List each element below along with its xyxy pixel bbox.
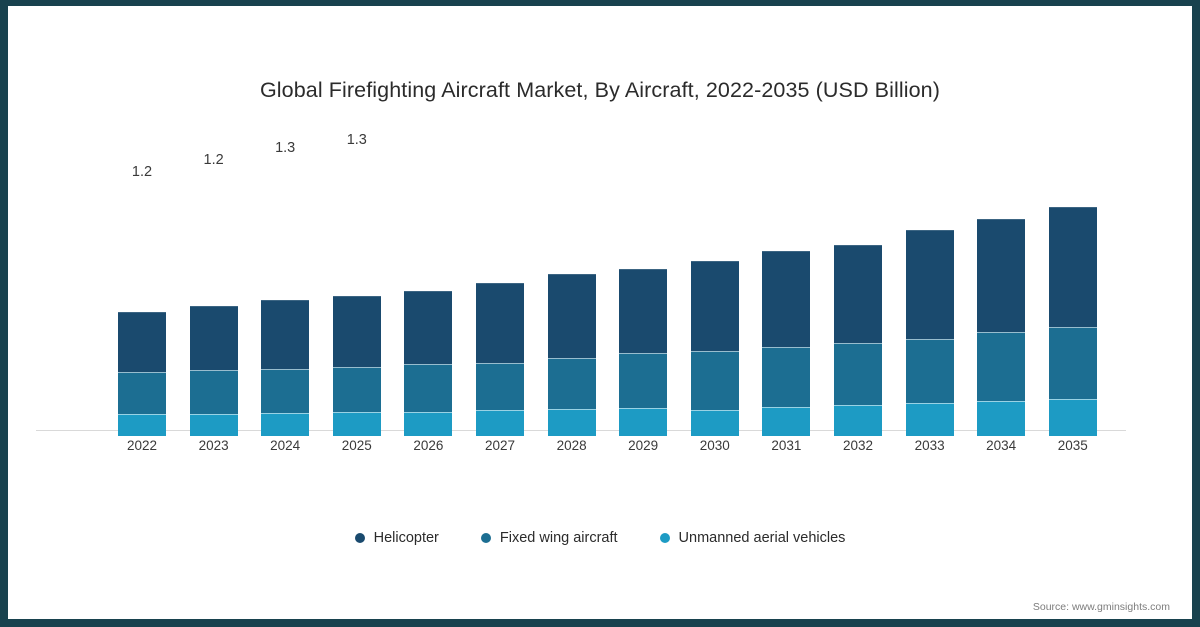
bar-segment-fixed-wing-aircraft[interactable] xyxy=(905,339,954,403)
x-axis-tick-label: 2028 xyxy=(556,438,587,453)
bar-group[interactable] xyxy=(476,283,524,436)
bar-group[interactable] xyxy=(404,291,453,436)
bar-segment-fixed-wing-aircraft[interactable] xyxy=(476,363,524,410)
x-axis-tick-label: 2030 xyxy=(699,438,730,453)
bar-segment-unmanned-aerial-vehicles[interactable] xyxy=(619,408,668,436)
x-axis-tick-label: 2027 xyxy=(484,438,516,453)
bar-segment-unmanned-aerial-vehicles[interactable] xyxy=(977,401,1026,436)
bar-group[interactable]: 1.3 xyxy=(332,132,381,436)
bar-segment-fixed-wing-aircraft[interactable] xyxy=(762,347,811,407)
bar-segment-fixed-wing-aircraft[interactable] xyxy=(977,332,1026,401)
legend-item[interactable]: Unmanned aerial vehicles xyxy=(659,530,846,546)
bar-segment-helicopter[interactable] xyxy=(547,274,596,358)
bar-segment-unmanned-aerial-vehicles[interactable] xyxy=(762,407,811,436)
bar-segment-helicopter[interactable] xyxy=(905,230,954,339)
bar-segment-unmanned-aerial-vehicles[interactable] xyxy=(547,409,596,436)
page-title: Global Firefighting Aircraft Market, By … xyxy=(259,78,941,102)
bar-segment-fixed-wing-aircraft[interactable] xyxy=(404,364,453,412)
bar-segment-unmanned-aerial-vehicles[interactable] xyxy=(905,403,954,436)
x-axis-tick-label: 2031 xyxy=(771,438,802,453)
bar-group[interactable] xyxy=(977,219,1026,436)
legend-label: Fixed wing aircraft xyxy=(499,530,618,546)
x-axis-tick-label: 2023 xyxy=(198,438,229,453)
x-axis-tick-label: 2024 xyxy=(270,438,301,453)
bar-segment-fixed-wing-aircraft[interactable] xyxy=(690,351,739,410)
bar-segment-helicopter[interactable] xyxy=(834,245,882,343)
bar-value-label: 1.2 xyxy=(131,164,153,180)
bar-group[interactable] xyxy=(834,245,882,436)
bar-segment-helicopter[interactable] xyxy=(404,291,453,364)
legend-dot-icon xyxy=(659,533,670,543)
legend-label: Unmanned aerial vehicles xyxy=(678,530,846,546)
bar-group[interactable]: 1.2 xyxy=(189,152,238,436)
bar-segment-unmanned-aerial-vehicles[interactable] xyxy=(834,405,882,436)
bar-segment-helicopter[interactable] xyxy=(1048,207,1097,327)
bar-segment-helicopter[interactable] xyxy=(118,312,166,372)
bar-segment-helicopter[interactable] xyxy=(619,269,668,353)
bar-segment-fixed-wing-aircraft[interactable] xyxy=(118,372,166,414)
legend-dot-icon xyxy=(354,533,365,543)
bar-segment-fixed-wing-aircraft[interactable] xyxy=(1048,327,1097,399)
bar-segment-unmanned-aerial-vehicles[interactable] xyxy=(189,414,238,436)
x-axis-tick-label: 2026 xyxy=(413,438,444,453)
bar-segment-helicopter[interactable] xyxy=(261,300,310,369)
x-axis-tick-label: 2033 xyxy=(914,438,945,453)
bar-segment-unmanned-aerial-vehicles[interactable] xyxy=(118,414,166,436)
bar-segment-unmanned-aerial-vehicles[interactable] xyxy=(404,412,453,436)
bar-segment-helicopter[interactable] xyxy=(762,251,811,347)
bar-value-label: 1.3 xyxy=(275,140,296,156)
x-axis-tick-label: 2022 xyxy=(126,438,158,453)
bar-segment-unmanned-aerial-vehicles[interactable] xyxy=(690,410,739,436)
bar-segment-fixed-wing-aircraft[interactable] xyxy=(619,353,668,408)
bar-value-label: 1.2 xyxy=(203,152,224,168)
bar-segment-helicopter[interactable] xyxy=(332,296,381,367)
bar-group[interactable]: 1.2 xyxy=(118,164,166,436)
plot-area: 1.2 2022 1.2 2023 1.3 2024 1.3 2025 2026 2027 2028… xyxy=(8,6,1192,619)
bar-segment-helicopter[interactable] xyxy=(189,306,238,370)
bar-group[interactable] xyxy=(905,230,954,436)
bar-segment-fixed-wing-aircraft[interactable] xyxy=(547,358,596,409)
bar-value-label: 1.3 xyxy=(346,132,367,148)
bar-segment-fixed-wing-aircraft[interactable] xyxy=(261,369,310,413)
bar-group[interactable] xyxy=(762,251,811,436)
bar-segment-unmanned-aerial-vehicles[interactable] xyxy=(332,412,381,436)
bar-segment-fixed-wing-aircraft[interactable] xyxy=(834,343,882,405)
legend-item[interactable]: Helicopter xyxy=(354,530,439,546)
x-axis-tick-label: 2034 xyxy=(986,438,1017,453)
x-axis-tick-label: 2029 xyxy=(628,438,659,453)
bar-group[interactable] xyxy=(547,274,596,436)
legend-dot-icon xyxy=(480,533,491,543)
chart-canvas: Global Firefighting Aircraft Market, By … xyxy=(8,6,1192,619)
bar-segment-fixed-wing-aircraft[interactable] xyxy=(189,370,238,414)
legend-label: Helicopter xyxy=(373,530,439,546)
bar-segment-helicopter[interactable] xyxy=(690,261,739,351)
source-attribution: Source: www.gminsights.com xyxy=(1032,601,1170,613)
bar-segment-fixed-wing-aircraft[interactable] xyxy=(332,367,381,412)
chart-legend: Helicopter Fixed wing aircraft Unmanned ae… xyxy=(8,530,1192,546)
x-axis-tick-label: 2032 xyxy=(842,438,874,453)
bar-segment-helicopter[interactable] xyxy=(476,283,524,363)
bar-segment-unmanned-aerial-vehicles[interactable] xyxy=(261,413,310,436)
bar-group[interactable]: 1.3 xyxy=(261,140,310,436)
bar-group[interactable] xyxy=(1048,207,1097,436)
x-axis-tick-label: 2025 xyxy=(341,438,372,453)
bar-segment-unmanned-aerial-vehicles[interactable] xyxy=(476,410,524,436)
bar-segment-helicopter[interactable] xyxy=(977,219,1026,332)
legend-item[interactable]: Fixed wing aircraft xyxy=(480,530,618,546)
bar-group[interactable] xyxy=(619,269,668,436)
bar-group[interactable] xyxy=(690,261,739,436)
x-axis-tick-label: 2035 xyxy=(1057,438,1088,453)
bar-segment-unmanned-aerial-vehicles[interactable] xyxy=(1048,399,1097,436)
